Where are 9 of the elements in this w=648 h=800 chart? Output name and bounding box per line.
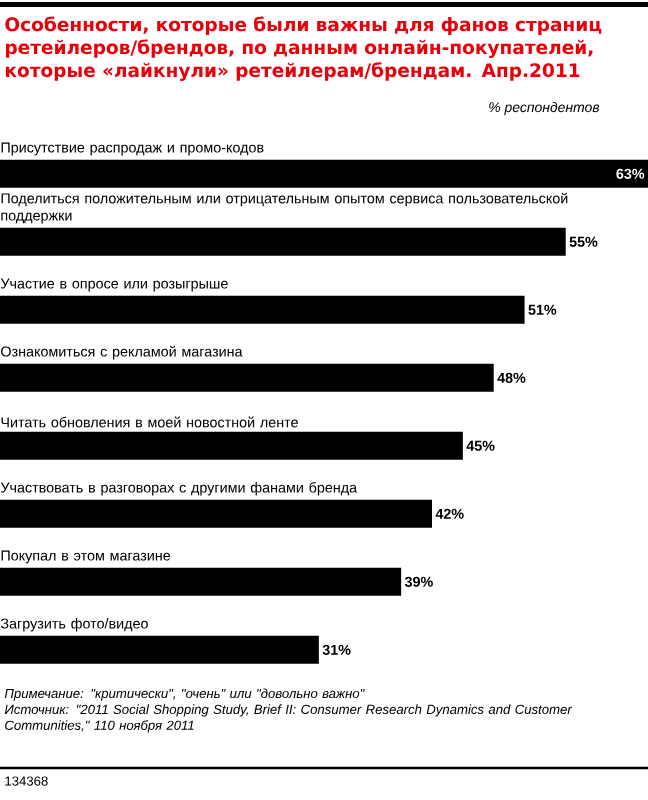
bar: [0, 227, 566, 256]
bar: [0, 295, 525, 324]
bar: [0, 363, 494, 392]
bar: [0, 431, 463, 460]
bar: [0, 499, 432, 528]
chart-title: Особенности, которые были важны для фанов страниц ретейлеров/брендов, по данным онлайн-покупателей, которые «лайкнули» ретейлерам/брендам. Апр.2011: [5, 16, 602, 81]
bar: [0, 159, 648, 188]
bar: [0, 635, 319, 664]
bar: [0, 567, 402, 596]
